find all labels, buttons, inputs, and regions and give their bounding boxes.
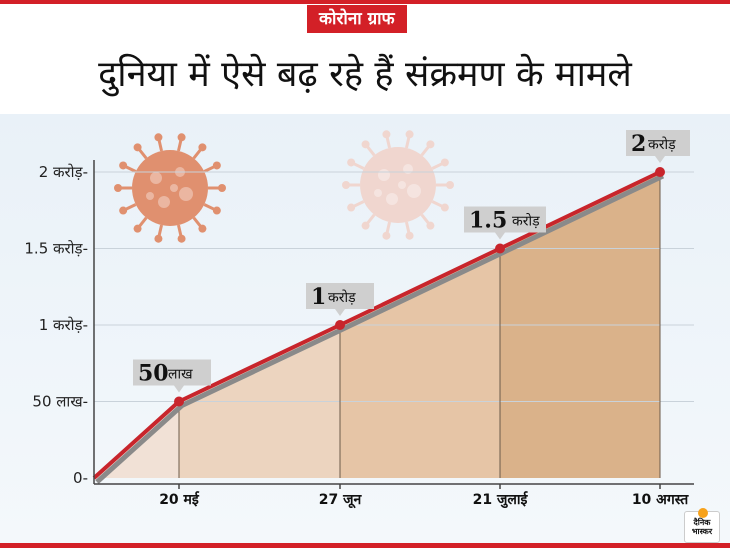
- virus-spot: [170, 184, 178, 192]
- data-label-unit: करोड़: [328, 289, 356, 306]
- page-title: दुनिया में ऐसे बढ़ रहे हैं संक्रमण के मा…: [98, 54, 632, 95]
- virus-spot: [374, 189, 382, 197]
- virus-spike-tip: [154, 133, 163, 142]
- virus-spike-tip: [342, 181, 350, 189]
- data-label-pointer: [335, 309, 345, 316]
- virus-spike-tip: [198, 143, 207, 152]
- virus-spike-tip: [119, 161, 128, 170]
- x-tick-label: 20 मई: [159, 491, 200, 508]
- data-labels: 50 लाख1 करोड़1.5 करोड़2 करोड़: [133, 130, 690, 393]
- virus-spike-tip: [382, 231, 391, 240]
- data-label-pointer: [174, 385, 184, 393]
- virus-spike-tip: [440, 158, 449, 167]
- data-point: [655, 167, 665, 177]
- data-label: 1.5 करोड़: [464, 206, 546, 240]
- virus-spot: [386, 193, 398, 205]
- y-tick-label: 50 लाख-: [32, 393, 88, 411]
- virus-spike-tip: [114, 184, 122, 192]
- virus-spike-tip: [119, 206, 128, 215]
- logo-sun-icon: [698, 508, 708, 518]
- data-label: 2 करोड़: [626, 130, 690, 163]
- virus-spot: [158, 196, 170, 208]
- x-tick-label: 10 अगस्त: [632, 492, 689, 508]
- data-label-box: [626, 130, 690, 156]
- virus-spike-tip: [426, 221, 435, 230]
- data-label-box: [464, 206, 546, 233]
- data-point: [335, 320, 345, 330]
- data-label-value: 50: [138, 361, 169, 387]
- virus-spike-tip: [154, 234, 163, 243]
- top-accent-bar: [0, 0, 730, 4]
- virus-spike-tip: [426, 140, 435, 149]
- data-label-pointer: [495, 232, 505, 240]
- x-tick-label: 21 जुलाई: [473, 491, 529, 509]
- virus-spike-tip: [177, 234, 186, 243]
- virus-spot: [407, 184, 421, 198]
- bottom-accent-bar: [0, 543, 730, 548]
- virus-decoration: [114, 130, 454, 243]
- virus-spot: [150, 172, 162, 184]
- category-tag: कोरोना ग्राफ: [307, 5, 407, 33]
- virus-spot: [398, 181, 406, 189]
- y-tick-label: 2 करोड़-: [39, 163, 88, 181]
- virus-spike-tip: [382, 130, 391, 139]
- virus-body: [360, 147, 436, 223]
- coronavirus-icon: [114, 133, 226, 243]
- data-label: 50 लाख: [133, 359, 211, 393]
- x-tick-label: 27 जून: [319, 492, 363, 509]
- axes: 0- 50 लाख- 1 करोड़- 1.5 करोड़- 2 करोड़- 20 मई…: [24, 160, 694, 509]
- virus-spike-tip: [347, 203, 356, 212]
- virus-spike-tip: [133, 143, 142, 152]
- data-label-value: 2: [631, 131, 646, 157]
- coronavirus-faded-icon: [342, 130, 454, 240]
- logo-line-1: दैनिक: [693, 518, 711, 527]
- virus-spike-tip: [212, 161, 221, 170]
- series-line: [92, 167, 665, 484]
- virus-spot: [146, 192, 154, 200]
- data-label-value: 1.5: [469, 208, 507, 234]
- virus-spike-tip: [405, 130, 414, 139]
- virus-spike-tip: [133, 224, 142, 233]
- virus-spike-tip: [361, 221, 370, 230]
- logo-line-2: भास्कर: [691, 527, 713, 536]
- data-point: [495, 243, 505, 254]
- data-label-value: 1: [311, 284, 326, 310]
- virus-spike-tip: [440, 203, 449, 212]
- virus-spot: [378, 169, 390, 181]
- data-label-pointer: [655, 156, 665, 163]
- virus-spike-tip: [212, 206, 221, 215]
- data-point: [174, 396, 184, 407]
- area-segment: [340, 248, 500, 478]
- virus-spike-tip: [446, 181, 454, 189]
- data-label-unit: करोड़: [512, 213, 540, 230]
- brand-logo: दैनिक भास्कर: [684, 508, 720, 543]
- y-tick-label: 1.5 करोड़-: [24, 240, 88, 258]
- virus-spike-tip: [361, 140, 370, 149]
- y-tick-label: 0-: [73, 469, 88, 487]
- virus-spike-tip: [198, 224, 207, 233]
- data-label: 1 करोड़: [306, 283, 374, 316]
- data-label-box: [306, 283, 374, 309]
- data-label-unit: करोड़: [648, 136, 676, 153]
- virus-body: [132, 150, 208, 226]
- virus-spot: [179, 187, 193, 201]
- virus-spike-tip: [405, 231, 414, 240]
- virus-spike-tip: [347, 158, 356, 167]
- virus-spike-tip: [177, 133, 186, 142]
- y-tick-label: 1 करोड़-: [39, 316, 88, 334]
- data-label-unit: लाख: [168, 367, 193, 383]
- data-label-box: [133, 359, 211, 386]
- virus-spike-tip: [218, 184, 226, 192]
